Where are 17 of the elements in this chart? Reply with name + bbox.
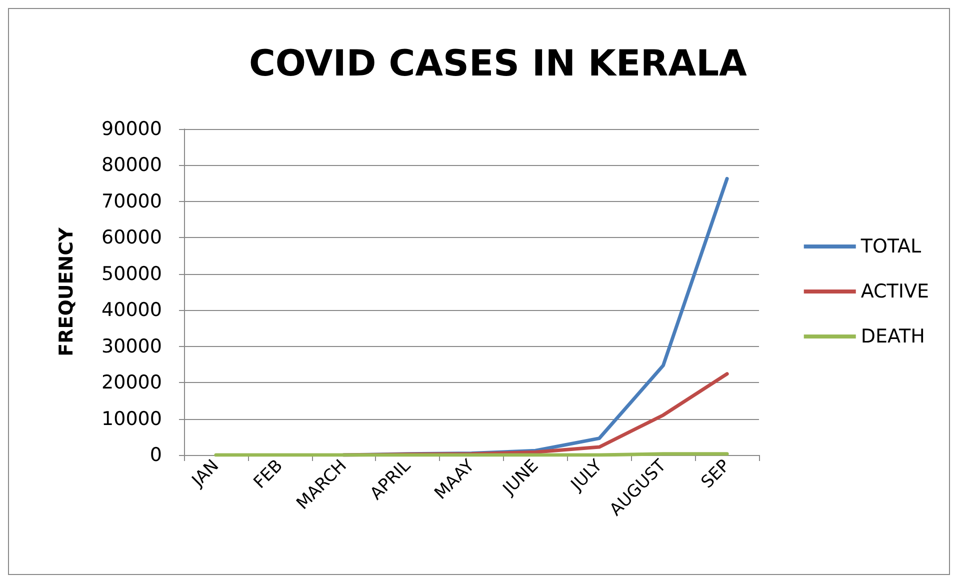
y-tick-label: 40000: [102, 299, 162, 322]
y-tick-label: 50000: [102, 262, 162, 285]
chart-title: COVID CASES IN KERALA: [249, 44, 748, 84]
x-tick-label: FEB: [250, 456, 287, 493]
x-tick-label: SEP: [698, 456, 734, 493]
y-tick-label: 60000: [102, 226, 162, 249]
y-tick-label: 70000: [102, 190, 162, 212]
y-tick-label: 90000: [102, 118, 162, 140]
y-tick-label: 0: [150, 444, 162, 466]
y-tick-label: 30000: [102, 335, 162, 358]
y-tick-label: 80000: [102, 154, 162, 176]
y-axis-title: FREQUENCY: [56, 227, 78, 356]
legend-label: DEATH: [860, 326, 925, 348]
y-tick-label: 10000: [102, 408, 162, 430]
legend-label: ACTIVE: [860, 280, 930, 302]
y-tick-label: 20000: [102, 372, 162, 394]
legend-label: TOTAL: [860, 236, 922, 258]
